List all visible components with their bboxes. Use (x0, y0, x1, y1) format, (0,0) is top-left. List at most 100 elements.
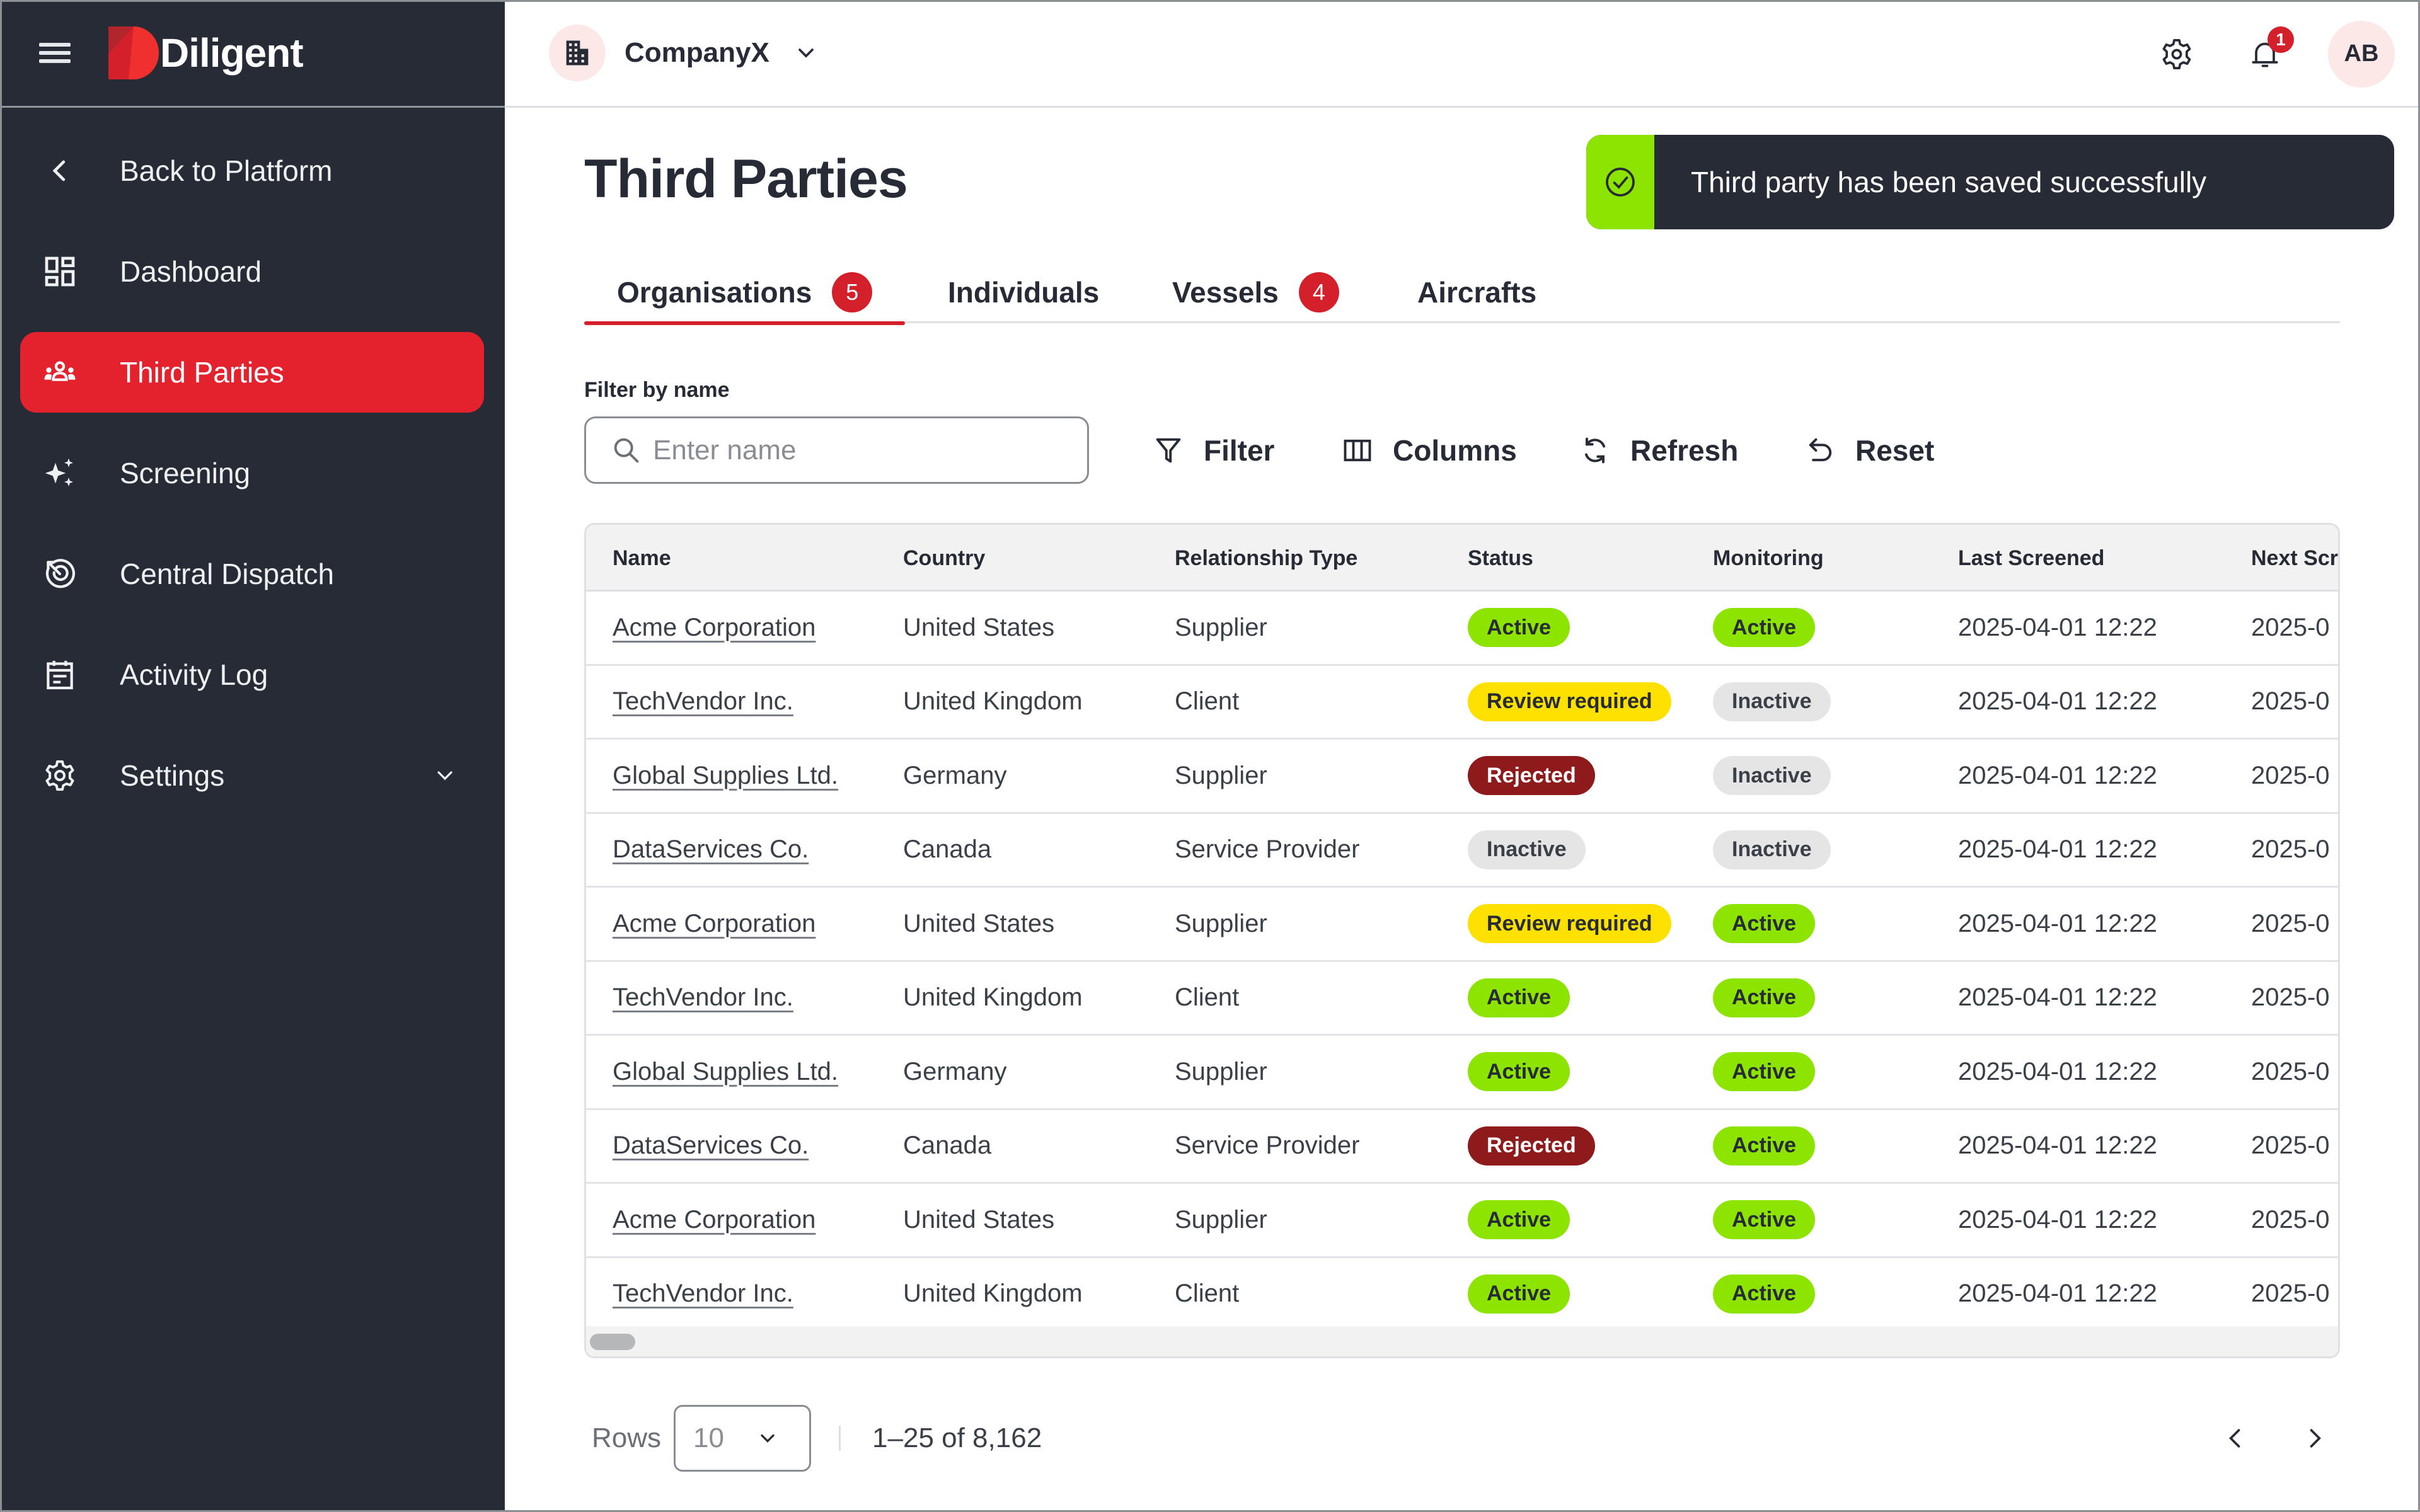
rows-per-page-value: 10 (693, 1423, 724, 1453)
columns-button[interactable]: Columns (1341, 426, 1517, 475)
third-party-name-link[interactable]: DataServices Co. (613, 835, 809, 864)
search-field[interactable] (584, 416, 1089, 484)
tab-individuals[interactable]: Individuals (948, 261, 1099, 323)
cell-country: United Kingdom (903, 687, 1083, 716)
tab-label: Aircrafts (1417, 276, 1537, 309)
table-row[interactable]: Global Supplies Ltd. Germany Supplier Re… (586, 740, 2338, 814)
column-header-last-screened[interactable]: Last Screened (1958, 546, 2105, 570)
sidebar-item-label: Activity Log (120, 658, 268, 691)
cell-monitoring: Active (1713, 1110, 1816, 1183)
previous-page-button[interactable] (2210, 1413, 2261, 1463)
table-row[interactable]: Global Supplies Ltd. Germany Supplier Ac… (586, 1036, 2338, 1110)
table-row[interactable]: Acme Corporation United States Supplier … (586, 1184, 2338, 1258)
cell-monitoring: Inactive (1713, 740, 1831, 812)
column-header-country[interactable]: Country (903, 546, 986, 570)
tab-label: Organisations (617, 276, 812, 309)
status-badge: Review required (1468, 904, 1671, 944)
tab-label: Individuals (948, 276, 1100, 309)
cell-last-screened: 2025-04-01 12:22 (1958, 1131, 2157, 1160)
avatar[interactable]: AB (2328, 20, 2395, 88)
monitoring-badge: Active (1713, 1274, 1816, 1314)
third-party-name-link[interactable]: Acme Corporation (613, 909, 816, 937)
company-selector[interactable]: CompanyX (625, 37, 769, 68)
tab-aircrafts[interactable]: Aircrafts (1417, 261, 1536, 323)
cell-relationship-type: Service Provider (1175, 835, 1360, 864)
cell-country: United States (903, 909, 1055, 937)
cell-relationship-type: Supplier (1175, 909, 1267, 937)
column-header-relationship-type[interactable]: Relationship Type (1175, 546, 1358, 570)
cell-next-screening: 2025-0 (2251, 1205, 2330, 1234)
reset-button[interactable]: Reset (1804, 426, 1934, 475)
cell-next-screening: 2025-0 (2251, 761, 2330, 789)
column-header-name[interactable]: Name (613, 546, 671, 570)
third-party-name-link[interactable]: TechVendor Inc. (613, 1280, 793, 1308)
cell-country: United Kingdom (903, 1280, 1083, 1308)
search-input[interactable] (653, 434, 1031, 466)
column-header-next-screening[interactable]: Next Scr (2251, 546, 2338, 570)
third-party-name-link[interactable]: DataServices Co. (613, 1131, 809, 1160)
cell-last-screened: 2025-04-01 12:22 (1958, 909, 2157, 937)
horizontal-scrollbar[interactable] (586, 1326, 2338, 1356)
cell-next-screening: 2025-0 (2251, 909, 2330, 937)
status-badge: Active (1468, 1052, 1570, 1092)
settings-button[interactable] (2152, 29, 2202, 79)
building-icon[interactable] (549, 25, 606, 81)
cell-monitoring: Active (1713, 592, 1816, 664)
filter-by-name-label: Filter by name (584, 378, 730, 402)
brand-name: Diligent (160, 30, 304, 76)
cell-last-screened: 2025-04-01 12:22 (1958, 1057, 2157, 1085)
toast-accent (1586, 135, 1654, 229)
third-party-name-link[interactable]: Acme Corporation (613, 613, 816, 641)
chevron-down-icon[interactable] (432, 763, 458, 788)
table-header: Name Country Relationship Type Status Mo… (586, 525, 2338, 592)
third-party-name-link[interactable]: Global Supplies Ltd. (613, 761, 839, 789)
hamburger-menu-icon[interactable] (39, 40, 71, 66)
sidebar-item-back-to-platform[interactable]: Back to Platform (20, 130, 484, 211)
table-row[interactable]: TechVendor Inc. United Kingdom Client Ac… (586, 962, 2338, 1036)
cell-relationship-type: Supplier (1175, 1057, 1267, 1085)
toast-message: Third party has been saved successfully (1691, 166, 2207, 198)
people-group-icon (41, 353, 79, 391)
cell-relationship-type: Client (1175, 983, 1240, 1012)
sidebar-item-settings[interactable]: Settings (20, 735, 484, 816)
sidebar-item-activity-log[interactable]: Activity Log (20, 634, 484, 715)
filter-label: Filter (1204, 434, 1275, 467)
third-party-name-link[interactable]: Acme Corporation (613, 1205, 816, 1234)
cell-last-screened: 2025-04-01 12:22 (1958, 761, 2157, 789)
table-row[interactable]: Acme Corporation United States Supplier … (586, 888, 2338, 962)
monitoring-badge: Inactive (1713, 756, 1831, 796)
success-toast: Third party has been saved successfully (1586, 135, 2394, 229)
tab-vessels[interactable]: Vessels 4 (1172, 261, 1339, 323)
table-row[interactable]: DataServices Co. Canada Service Provider… (586, 814, 2338, 888)
next-page-button[interactable] (2290, 1413, 2340, 1463)
table-row[interactable]: TechVendor Inc. United Kingdom Client Ac… (586, 1258, 2338, 1332)
third-party-name-link[interactable]: Global Supplies Ltd. (613, 1057, 839, 1085)
cell-next-screening: 2025-0 (2251, 983, 2330, 1012)
table-row[interactable]: Acme Corporation United States Supplier … (586, 592, 2338, 666)
chevron-down-icon[interactable] (793, 40, 819, 66)
sidebar-item-central-dispatch[interactable]: Central Dispatch (20, 534, 484, 614)
cell-status: Rejected (1468, 740, 1595, 812)
monitoring-badge: Active (1713, 978, 1816, 1017)
column-header-monitoring[interactable]: Monitoring (1713, 546, 1824, 570)
cell-last-screened: 2025-04-01 12:22 (1958, 835, 2157, 864)
table-row[interactable]: DataServices Co. Canada Service Provider… (586, 1110, 2338, 1184)
status-badge: Active (1468, 608, 1570, 648)
sidebar-item-dashboard[interactable]: Dashboard (20, 231, 484, 312)
third-party-name-link[interactable]: TechVendor Inc. (613, 687, 793, 716)
rows-per-page-select[interactable]: 10 (674, 1405, 812, 1472)
sidebar-item-screening[interactable]: Screening (20, 433, 484, 513)
third-party-name-link[interactable]: TechVendor Inc. (613, 983, 793, 1012)
table-row[interactable]: TechVendor Inc. United Kingdom Client Re… (586, 666, 2338, 740)
tab-organisations[interactable]: Organisations 5 (584, 261, 906, 325)
cell-last-screened: 2025-04-01 12:22 (1958, 983, 2157, 1012)
scrollbar-thumb[interactable] (590, 1334, 635, 1350)
column-header-status[interactable]: Status (1468, 546, 1533, 570)
refresh-button[interactable]: Refresh (1579, 426, 1738, 475)
filter-button[interactable]: Filter (1152, 426, 1274, 475)
brand-logo[interactable]: Diligent (108, 26, 304, 79)
notifications-button[interactable]: 1 (2240, 26, 2294, 79)
table-body: Acme Corporation United States Supplier … (586, 592, 2338, 1332)
search-icon (614, 438, 639, 462)
sidebar-item-third-parties[interactable]: Third Parties (20, 332, 484, 413)
